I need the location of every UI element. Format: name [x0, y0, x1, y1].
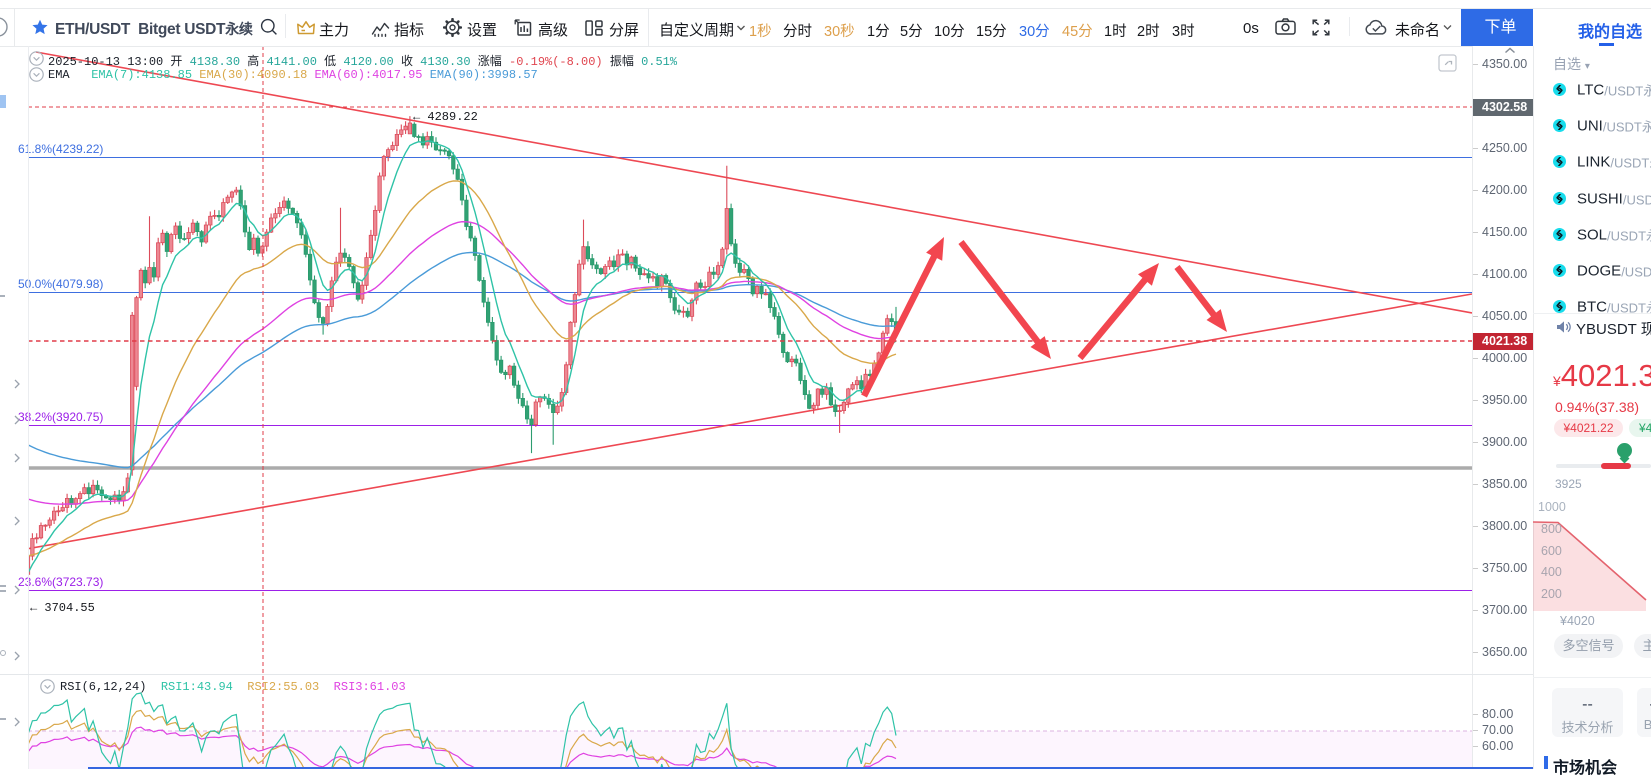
svg-text:23.6%(3723.73): 23.6%(3723.73)	[18, 575, 103, 589]
svg-text:38.2%(3920.75): 38.2%(3920.75)	[18, 410, 103, 424]
svg-text:61.8%(4239.22): 61.8%(4239.22)	[18, 142, 103, 156]
svg-text:50.0%(4079.98): 50.0%(4079.98)	[18, 277, 103, 291]
svg-text:← 4289.22: ← 4289.22	[413, 110, 478, 124]
svg-text:← 3704.55: ← 3704.55	[30, 601, 95, 615]
